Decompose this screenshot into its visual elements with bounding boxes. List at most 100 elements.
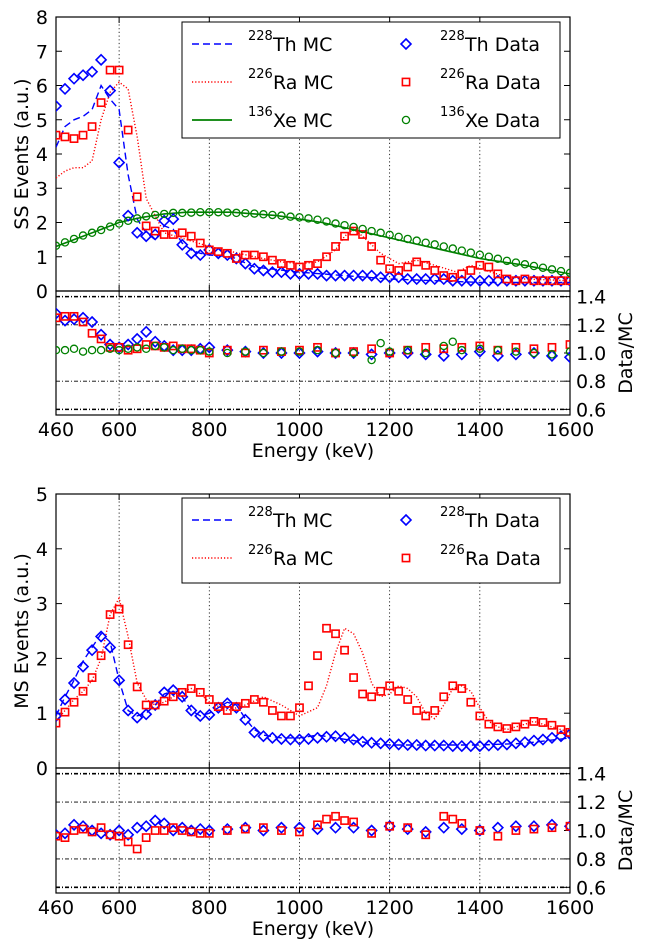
- ratio-point-228-th-ratio: [527, 820, 541, 833]
- ratio-point-226-ra-ratio: [177, 826, 187, 835]
- data-point-228-th-data: [356, 735, 369, 748]
- ratio-point-226-ra-ratio: [421, 830, 431, 840]
- ratio-point-226-ra-ratio: [123, 837, 133, 847]
- data-point-228-th-data: [112, 674, 126, 687]
- data-point-228-th-data: [446, 739, 459, 753]
- ratio-point-226-ra-ratio: [511, 826, 521, 835]
- ratio-point-226-ra-ratio: [322, 814, 331, 824]
- data-point-228-th-data: [320, 730, 333, 743]
- data-point-136-xe-data: [529, 261, 539, 271]
- y-tick-label: 3: [36, 594, 48, 616]
- ratio-point-228-th-ratio: [85, 315, 99, 329]
- data-point-136-xe-data: [232, 208, 241, 218]
- ratio-point-228-th-ratio: [509, 820, 523, 833]
- data-point-226-ra-data: [457, 684, 467, 693]
- ratio-point-226-ra-ratio: [349, 817, 358, 827]
- ratio-point-136-xe-ratio: [367, 355, 376, 365]
- legend-label: Ra Data: [465, 548, 541, 570]
- data-point-228-th-data: [410, 738, 423, 752]
- data-point-226-ra-data: [87, 122, 97, 131]
- data-point-226-ra-data: [493, 269, 503, 279]
- data-point-228-th-data: [374, 271, 387, 284]
- ratio-point-226-ra-ratio: [114, 831, 124, 841]
- x-tick-label: 1600: [546, 897, 594, 919]
- data-point-228-th-data: [275, 732, 288, 746]
- data-point-226-ra-data: [475, 260, 485, 270]
- x-tick-label: 1000: [275, 897, 323, 919]
- data-point-226-ra-data: [367, 692, 377, 702]
- y-tick-label: 1.2: [576, 315, 606, 337]
- ratio-point-226-ra-ratio: [295, 827, 304, 837]
- ratio-point-226-ra-ratio: [259, 345, 268, 355]
- ratio-point-136-xe-ratio: [141, 344, 151, 354]
- ratio-point-226-ra-ratio: [331, 811, 340, 821]
- data-point-228-th-data: [266, 731, 279, 744]
- data-point-228-th-data: [167, 212, 180, 226]
- data-point-136-xe-data: [96, 225, 106, 235]
- data-point-226-ra-data: [168, 692, 178, 702]
- legend-label: Ra MC: [273, 548, 333, 570]
- data-point-228-th-data: [194, 709, 207, 723]
- data-point-136-xe-data: [367, 226, 376, 236]
- data-point-226-ra-data: [556, 276, 566, 286]
- data-point-136-xe-data: [457, 246, 467, 255]
- data-point-228-th-data: [167, 684, 180, 697]
- data-point-228-th-data: [58, 693, 72, 706]
- data-point-136-xe-data: [565, 268, 570, 278]
- ratio-point-228-th-ratio: [103, 338, 117, 351]
- data-point-226-ra-data: [268, 255, 277, 265]
- data-point-136-xe-data: [520, 260, 530, 269]
- data-point-226-ra-data: [448, 272, 458, 282]
- data-point-136-xe-data: [484, 252, 494, 261]
- data-point-136-xe-data: [493, 254, 503, 264]
- ratio-point-226-ra-ratio: [367, 344, 377, 354]
- ratio-point-226-ra-ratio: [222, 826, 232, 835]
- ratio-point-136-xe-ratio: [196, 345, 205, 355]
- data-point-136-xe-data: [376, 228, 385, 238]
- data-point-136-xe-data: [250, 209, 259, 218]
- data-point-228-th-data: [329, 730, 342, 743]
- data-point-226-ra-data: [556, 725, 566, 735]
- data-point-226-ra-data: [249, 250, 259, 260]
- data-point-228-th-data: [419, 739, 432, 752]
- data-point-226-ra-data: [484, 719, 494, 729]
- y-tick-label: 4: [36, 144, 48, 166]
- ratio-point-228-th-ratio: [122, 828, 135, 841]
- data-point-226-ra-data: [277, 259, 286, 268]
- data-point-226-ra-data: [475, 711, 485, 721]
- data-point-228-th-data: [428, 272, 441, 286]
- data-point-228-th-data: [122, 209, 135, 222]
- data-point-226-ra-data: [412, 257, 422, 267]
- data-point-228-th-data: [76, 660, 90, 673]
- data-point-226-ra-data: [87, 673, 97, 682]
- ratio-point-226-ra-ratio: [60, 311, 70, 321]
- data-point-136-xe-data: [87, 228, 97, 238]
- data-point-226-ra-data: [430, 706, 440, 715]
- y-tick-label: 8: [36, 7, 48, 29]
- legend-sup: 226: [248, 67, 273, 82]
- data-point-226-ra-data: [60, 132, 70, 142]
- data-point-226-ra-data: [430, 266, 440, 275]
- data-point-226-ra-data: [358, 230, 367, 239]
- y-tick-label: 1.0: [576, 343, 606, 365]
- data-point-228-th-data: [112, 156, 126, 169]
- data-point-228-th-data: [392, 271, 405, 284]
- data-point-226-ra-data: [493, 722, 503, 732]
- ratio-point-226-ra-ratio: [56, 313, 61, 323]
- y-axis-label: SS Events (a.u.): [11, 78, 33, 229]
- y-tick-label: 0.8: [576, 371, 606, 393]
- data-point-136-xe-data: [304, 214, 313, 223]
- data-point-228-th-data: [383, 737, 396, 751]
- data-point-136-xe-data: [475, 250, 485, 259]
- data-point-228-th-data: [56, 99, 63, 113]
- data-point-228-th-data: [311, 731, 324, 744]
- data-point-226-ra-data: [159, 230, 169, 239]
- legend-marker-th-data: [399, 37, 413, 51]
- ratio-point-226-ra-ratio: [222, 345, 232, 355]
- ratio-point-136-xe-ratio: [385, 347, 394, 356]
- data-point-136-xe-data: [439, 242, 449, 251]
- legend-box: [181, 497, 561, 584]
- data-point-228-th-data: [302, 267, 315, 281]
